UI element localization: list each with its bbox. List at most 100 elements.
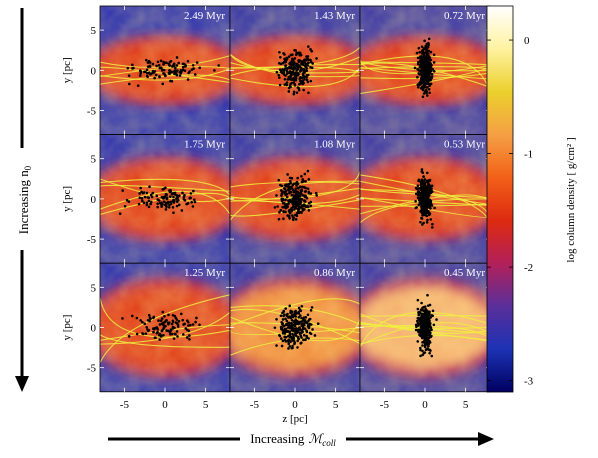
sink-particle bbox=[176, 69, 179, 72]
sink-particle bbox=[300, 336, 303, 339]
sink-particle bbox=[423, 343, 427, 346]
sink-particle bbox=[169, 200, 172, 204]
sink-particle bbox=[187, 324, 190, 327]
sink-particle bbox=[121, 317, 124, 320]
sink-particle bbox=[286, 173, 289, 176]
sink-particle bbox=[424, 211, 427, 215]
sink-particle bbox=[307, 337, 310, 340]
sink-particle bbox=[310, 66, 314, 70]
sink-particle bbox=[283, 77, 287, 81]
sink-particle bbox=[148, 64, 152, 68]
sink-particle bbox=[140, 197, 144, 200]
sink-particle bbox=[303, 199, 306, 202]
sink-particle bbox=[182, 195, 186, 199]
sink-particle bbox=[429, 62, 433, 66]
sink-particle bbox=[198, 323, 201, 327]
sink-particle bbox=[183, 198, 187, 202]
sink-particle bbox=[420, 217, 424, 220]
sink-particle bbox=[424, 188, 428, 192]
sink-particle bbox=[425, 180, 428, 184]
filament bbox=[100, 334, 230, 348]
sink-particle bbox=[288, 191, 291, 195]
colorbar: 0 -1 -2 -3 log column density [ g/cm² ] bbox=[486, 5, 577, 393]
y-tick-label: 5 bbox=[91, 154, 97, 166]
filament bbox=[360, 198, 490, 224]
sink-particle bbox=[291, 200, 295, 204]
sink-particle bbox=[279, 208, 283, 212]
sink-particle bbox=[299, 191, 303, 195]
sink-particle bbox=[306, 57, 309, 61]
sink-particle bbox=[425, 192, 428, 196]
sink-particle bbox=[426, 195, 429, 198]
sink-particle bbox=[297, 315, 301, 319]
sink-particle bbox=[416, 75, 419, 79]
sink-particle bbox=[191, 63, 195, 67]
sink-particle bbox=[414, 192, 418, 196]
sink-particle bbox=[275, 194, 278, 197]
filament bbox=[360, 322, 490, 346]
sink-particle bbox=[179, 312, 183, 316]
sink-particle bbox=[300, 316, 303, 320]
sink-particle bbox=[146, 318, 150, 322]
sink-particle bbox=[273, 326, 277, 329]
arrow-down-icon bbox=[15, 376, 29, 392]
sink-particle bbox=[186, 202, 190, 205]
sink-particle bbox=[421, 332, 425, 336]
sink-particle bbox=[429, 201, 433, 205]
filament bbox=[360, 59, 490, 75]
row-axis-label-text: Increasing n bbox=[16, 170, 31, 234]
sink-particle bbox=[286, 330, 290, 334]
sink-particle bbox=[289, 309, 292, 313]
sink-particle bbox=[131, 63, 134, 67]
sink-particle bbox=[191, 323, 195, 326]
sink-particle bbox=[178, 194, 181, 197]
sink-particle bbox=[419, 316, 423, 319]
sink-particle bbox=[174, 71, 178, 75]
y-axis-label: y [pc] bbox=[61, 57, 73, 83]
sink-particle bbox=[171, 206, 175, 209]
sink-particle bbox=[287, 66, 291, 69]
sink-particle bbox=[289, 316, 293, 320]
sink-particle bbox=[169, 70, 173, 74]
sink-particle bbox=[428, 321, 432, 325]
sink-particle bbox=[422, 322, 425, 325]
sink-particle bbox=[426, 315, 430, 318]
sink-particle bbox=[426, 199, 430, 203]
sink-particle bbox=[282, 309, 286, 313]
sink-particle bbox=[429, 316, 432, 319]
sink-particle bbox=[419, 321, 423, 325]
sink-particle bbox=[419, 354, 422, 358]
sink-particle bbox=[141, 332, 145, 336]
sink-particle bbox=[163, 320, 167, 324]
sink-particle bbox=[305, 196, 309, 200]
sink-particle bbox=[217, 64, 220, 67]
sink-particle bbox=[423, 318, 426, 322]
filament bbox=[100, 190, 230, 215]
sink-particle bbox=[300, 189, 304, 193]
sink-particle bbox=[284, 307, 287, 310]
sink-particle bbox=[188, 337, 191, 341]
sink-particle bbox=[428, 58, 431, 62]
sink-particle bbox=[421, 314, 424, 318]
sink-particle bbox=[420, 202, 424, 206]
sink-particle bbox=[174, 66, 177, 70]
sink-particle bbox=[422, 316, 426, 320]
sink-particle bbox=[296, 65, 299, 69]
filament bbox=[100, 68, 230, 81]
sink-particle bbox=[304, 180, 307, 183]
sink-particle bbox=[213, 69, 216, 72]
col-axis-label: Increasing ℳcoll bbox=[250, 431, 336, 448]
sink-particle bbox=[427, 82, 430, 86]
sink-particle bbox=[156, 328, 159, 331]
sink-particle bbox=[420, 168, 424, 171]
sink-particle bbox=[302, 88, 305, 92]
sink-particle bbox=[430, 328, 433, 332]
sink-particle bbox=[427, 210, 430, 213]
sink-particle bbox=[186, 59, 190, 63]
sink-particle bbox=[168, 64, 171, 67]
sink-particle bbox=[161, 310, 165, 314]
sink-particle bbox=[175, 330, 179, 333]
sink-particle bbox=[305, 73, 309, 77]
sink-particle bbox=[290, 187, 294, 190]
filament bbox=[360, 55, 490, 93]
